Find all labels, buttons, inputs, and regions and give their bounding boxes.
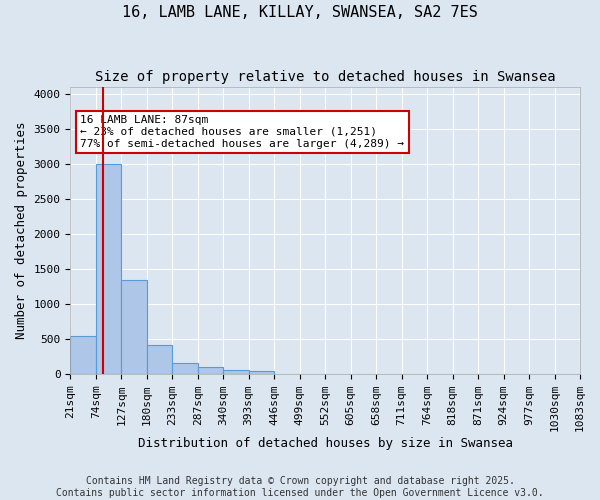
Bar	[147, 345, 172, 374]
Bar	[70, 336, 96, 374]
Bar	[248, 371, 274, 374]
Title: Size of property relative to detached houses in Swansea: Size of property relative to detached ho…	[95, 70, 556, 84]
X-axis label: Distribution of detached houses by size in Swansea: Distribution of detached houses by size …	[137, 437, 512, 450]
Bar	[172, 363, 198, 374]
Text: 16 LAMB LANE: 87sqm
← 23% of detached houses are smaller (1,251)
77% of semi-det: 16 LAMB LANE: 87sqm ← 23% of detached ho…	[80, 116, 404, 148]
Bar	[96, 164, 121, 374]
Bar	[223, 370, 248, 374]
Text: 16, LAMB LANE, KILLAY, SWANSEA, SA2 7ES: 16, LAMB LANE, KILLAY, SWANSEA, SA2 7ES	[122, 5, 478, 20]
Bar	[121, 280, 147, 374]
Bar	[198, 368, 223, 374]
Y-axis label: Number of detached properties: Number of detached properties	[15, 122, 28, 340]
Text: Contains HM Land Registry data © Crown copyright and database right 2025.
Contai: Contains HM Land Registry data © Crown c…	[56, 476, 544, 498]
